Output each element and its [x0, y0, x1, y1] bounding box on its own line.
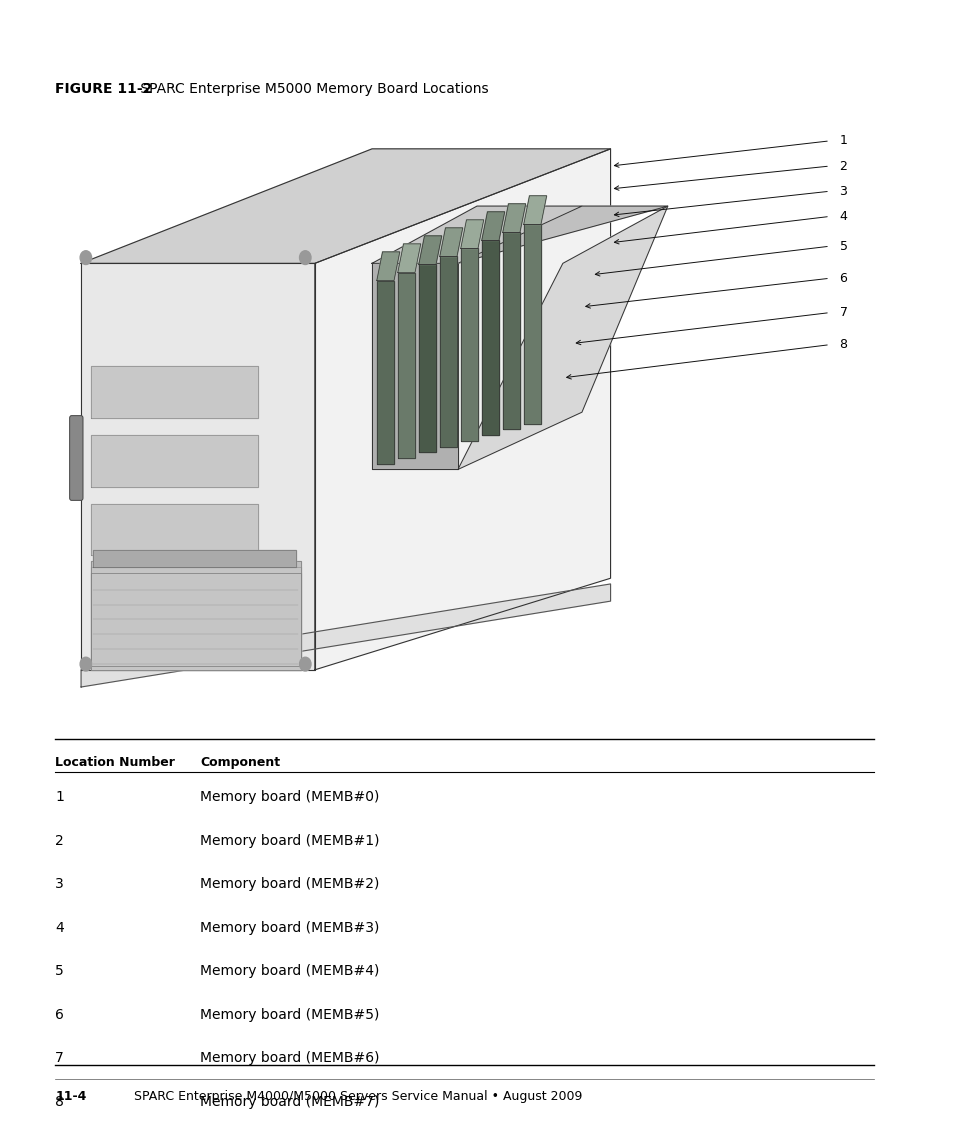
Polygon shape [91, 561, 300, 666]
Text: 8: 8 [839, 338, 846, 352]
Polygon shape [460, 248, 477, 441]
Text: 5: 5 [55, 964, 64, 978]
Text: 1: 1 [55, 790, 64, 804]
Text: Memory board (MEMB#3): Memory board (MEMB#3) [200, 921, 379, 934]
Polygon shape [93, 550, 295, 567]
Polygon shape [91, 572, 300, 670]
Text: 6: 6 [839, 271, 846, 285]
Polygon shape [81, 149, 610, 263]
Polygon shape [418, 236, 441, 264]
Polygon shape [457, 206, 667, 469]
Text: 1: 1 [839, 134, 846, 148]
Polygon shape [81, 584, 610, 687]
Circle shape [299, 251, 311, 264]
Text: SPARC Enterprise M5000 Memory Board Locations: SPARC Enterprise M5000 Memory Board Loca… [136, 82, 489, 96]
Polygon shape [376, 281, 394, 464]
Polygon shape [372, 206, 581, 263]
Polygon shape [91, 504, 257, 555]
Polygon shape [397, 273, 415, 458]
Polygon shape [372, 263, 457, 469]
Text: 4: 4 [839, 210, 846, 223]
Polygon shape [523, 196, 546, 224]
Text: 11-4: 11-4 [55, 1090, 87, 1103]
Circle shape [80, 657, 91, 671]
Text: Memory board (MEMB#0): Memory board (MEMB#0) [200, 790, 379, 804]
Text: SPARC Enterprise M4000/M5000 Servers Service Manual • August 2009: SPARC Enterprise M4000/M5000 Servers Ser… [133, 1090, 581, 1103]
Circle shape [299, 657, 311, 671]
Polygon shape [314, 149, 610, 670]
Polygon shape [376, 252, 399, 281]
Text: 3: 3 [55, 877, 64, 891]
Polygon shape [502, 232, 519, 429]
Polygon shape [481, 212, 504, 240]
Text: Memory board (MEMB#7): Memory board (MEMB#7) [200, 1095, 379, 1108]
Polygon shape [91, 435, 257, 487]
Text: 3: 3 [839, 184, 846, 198]
Polygon shape [372, 206, 667, 263]
Text: 2: 2 [55, 834, 64, 847]
Polygon shape [397, 244, 420, 273]
Text: FIGURE 11-2: FIGURE 11-2 [55, 82, 152, 96]
Polygon shape [439, 256, 456, 447]
Text: Memory board (MEMB#2): Memory board (MEMB#2) [200, 877, 379, 891]
Polygon shape [81, 263, 314, 670]
Polygon shape [91, 567, 300, 670]
Text: Memory board (MEMB#6): Memory board (MEMB#6) [200, 1051, 379, 1065]
Text: Component: Component [200, 756, 280, 768]
Text: 7: 7 [55, 1051, 64, 1065]
Text: 6: 6 [55, 1008, 64, 1021]
Text: Memory board (MEMB#1): Memory board (MEMB#1) [200, 834, 379, 847]
Polygon shape [439, 228, 462, 256]
FancyBboxPatch shape [70, 416, 83, 500]
Text: Memory board (MEMB#5): Memory board (MEMB#5) [200, 1008, 379, 1021]
Circle shape [80, 251, 91, 264]
Text: 8: 8 [55, 1095, 64, 1108]
Polygon shape [91, 366, 257, 418]
Polygon shape [460, 220, 483, 248]
Polygon shape [418, 264, 436, 452]
Text: Location Number: Location Number [55, 756, 175, 768]
Text: Memory board (MEMB#4): Memory board (MEMB#4) [200, 964, 379, 978]
Text: 5: 5 [839, 239, 846, 253]
Polygon shape [481, 240, 498, 435]
Polygon shape [523, 224, 540, 424]
Text: 4: 4 [55, 921, 64, 934]
Text: 7: 7 [839, 306, 846, 319]
Polygon shape [502, 204, 525, 232]
Text: 2: 2 [839, 159, 846, 173]
